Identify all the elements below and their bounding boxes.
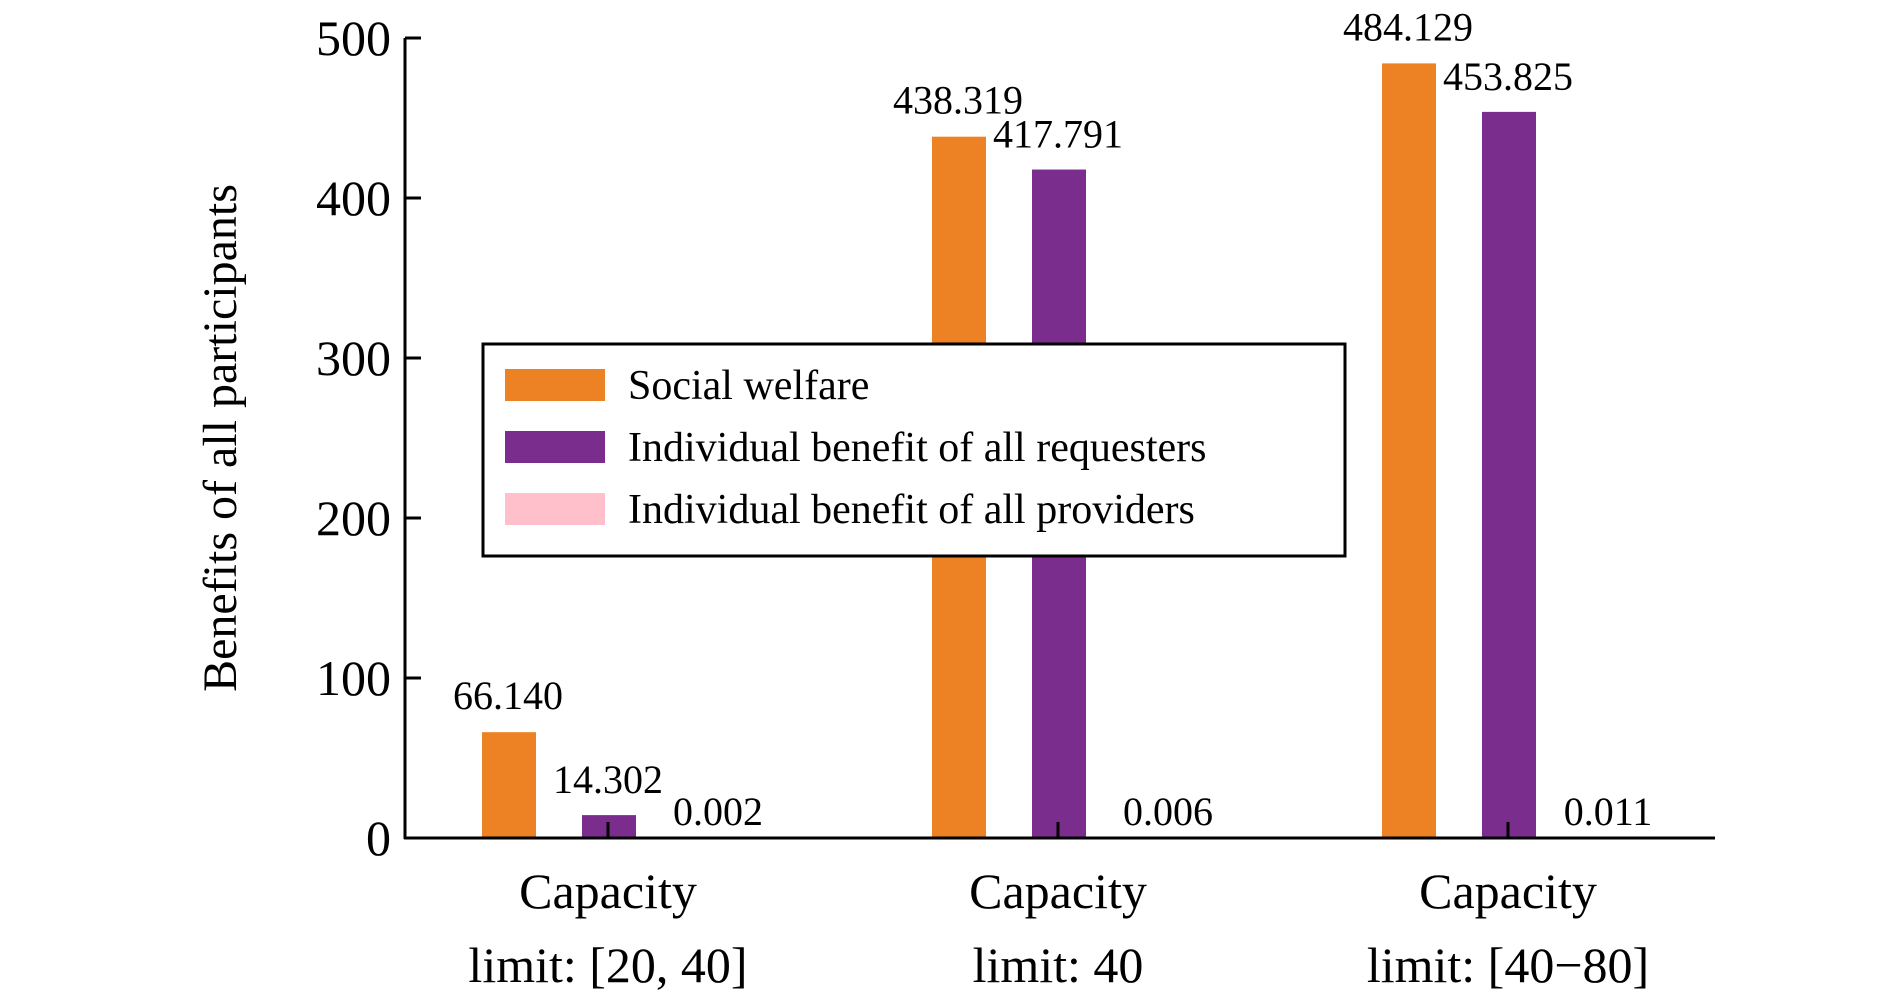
bar-value-label: 484.129 bbox=[1343, 4, 1473, 49]
category-label-line2: limit: [40−80] bbox=[1367, 937, 1649, 993]
legend: Social welfare Individual benefit of all … bbox=[481, 342, 1347, 558]
y-axis: 0 100 200 300 400 500 bbox=[316, 10, 421, 866]
x-axis bbox=[404, 822, 1715, 840]
y-tick-label: 0 bbox=[366, 810, 391, 866]
legend-swatch bbox=[505, 369, 605, 401]
bar-value-label: 453.825 bbox=[1443, 54, 1573, 99]
category-labels: Capacity limit: [20, 40] Capacity limit: 40… bbox=[468, 863, 1649, 993]
category-label-line1: Capacity bbox=[519, 863, 697, 919]
category-label-line2: limit: 40 bbox=[973, 937, 1144, 993]
bar-series-0-cat-0 bbox=[482, 732, 536, 838]
bar-value-label: 438.319 bbox=[893, 78, 1023, 123]
category-label-line1: Capacity bbox=[1419, 863, 1597, 919]
legend-entry: Social welfare bbox=[628, 363, 869, 409]
bar-value-labels: 66.140 438.319 484.129 14.302 417.791 453.825… bbox=[453, 4, 1652, 834]
y-tick-label: 200 bbox=[316, 490, 391, 546]
y-tick-label: 100 bbox=[316, 650, 391, 706]
bar-series-0-cat-2 bbox=[1382, 63, 1436, 838]
bar-value-label: 417.791 bbox=[993, 112, 1123, 157]
legend-swatch bbox=[505, 431, 605, 463]
y-tick-label: 400 bbox=[316, 170, 391, 226]
category-label-line1: Capacity bbox=[969, 863, 1147, 919]
y-tick-label: 500 bbox=[316, 10, 391, 66]
legend-swatch bbox=[505, 493, 605, 525]
bar-value-label: 14.302 bbox=[553, 757, 663, 802]
legend-entry: Individual benefit of all requesters bbox=[628, 425, 1206, 471]
legend-entry: Individual benefit of all providers bbox=[628, 487, 1195, 533]
bar-value-label: 0.011 bbox=[1564, 789, 1653, 834]
bar-value-label: 0.006 bbox=[1123, 789, 1213, 834]
bar-value-label: 0.002 bbox=[673, 789, 763, 834]
category-label-line2: limit: [20, 40] bbox=[468, 937, 747, 993]
bar-series-1-cat-2 bbox=[1482, 111, 1536, 838]
legend-box bbox=[481, 342, 1347, 558]
y-tick-label: 300 bbox=[316, 330, 391, 386]
bar-value-label: 66.140 bbox=[453, 673, 563, 718]
y-axis-label: Benefits of all participants bbox=[194, 184, 247, 692]
